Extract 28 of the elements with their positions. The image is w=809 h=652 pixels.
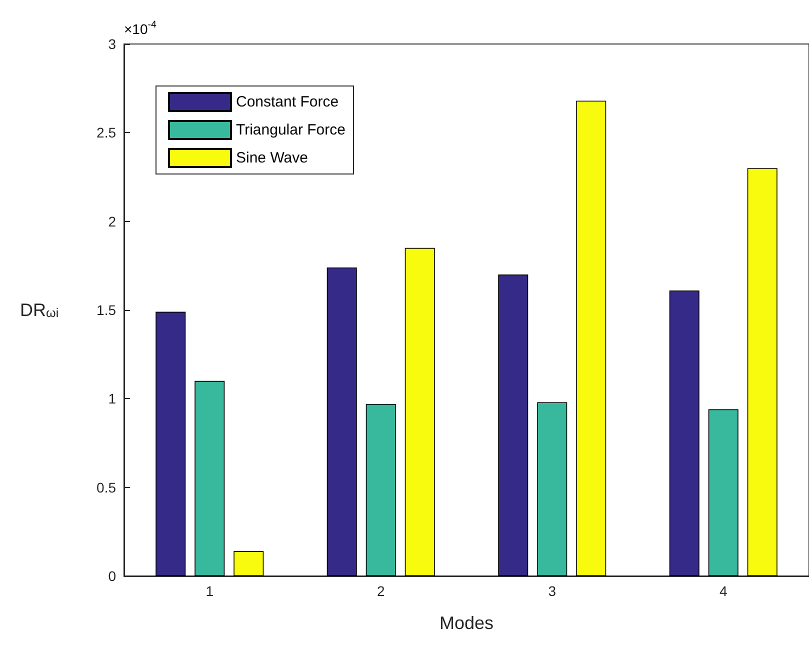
bar xyxy=(537,402,568,576)
bar xyxy=(669,290,700,576)
x-tick-label: 3 xyxy=(548,583,556,599)
bar xyxy=(747,168,778,576)
x-tick-label: 2 xyxy=(376,583,385,599)
x-tick-label: 4 xyxy=(719,583,728,599)
y-tick-label: 2.5 xyxy=(96,124,116,141)
y-tick-label: 2 xyxy=(108,213,116,230)
bar xyxy=(404,248,435,576)
bar xyxy=(234,551,264,576)
legend-label: Sine Wave xyxy=(236,150,308,166)
bar xyxy=(156,312,186,576)
y-tick-label: 1 xyxy=(108,390,116,407)
y-tick-label: 0 xyxy=(108,568,116,584)
bar xyxy=(326,267,357,576)
y-axis-title: DRωi xyxy=(20,300,59,320)
y-tick-label: 0.5 xyxy=(96,479,116,496)
bar xyxy=(194,380,225,576)
y-tick-label: 1.5 xyxy=(96,302,116,318)
legend-label: Constant Force xyxy=(236,94,339,110)
bar xyxy=(708,409,738,576)
bar xyxy=(366,404,396,576)
bar xyxy=(498,274,528,576)
x-axis-title: Modes xyxy=(439,613,494,633)
legend-label: Triangular Force xyxy=(236,122,346,138)
y-tick-label: 3 xyxy=(108,36,116,52)
bar xyxy=(576,100,606,576)
x-tick-label: 1 xyxy=(206,583,214,599)
